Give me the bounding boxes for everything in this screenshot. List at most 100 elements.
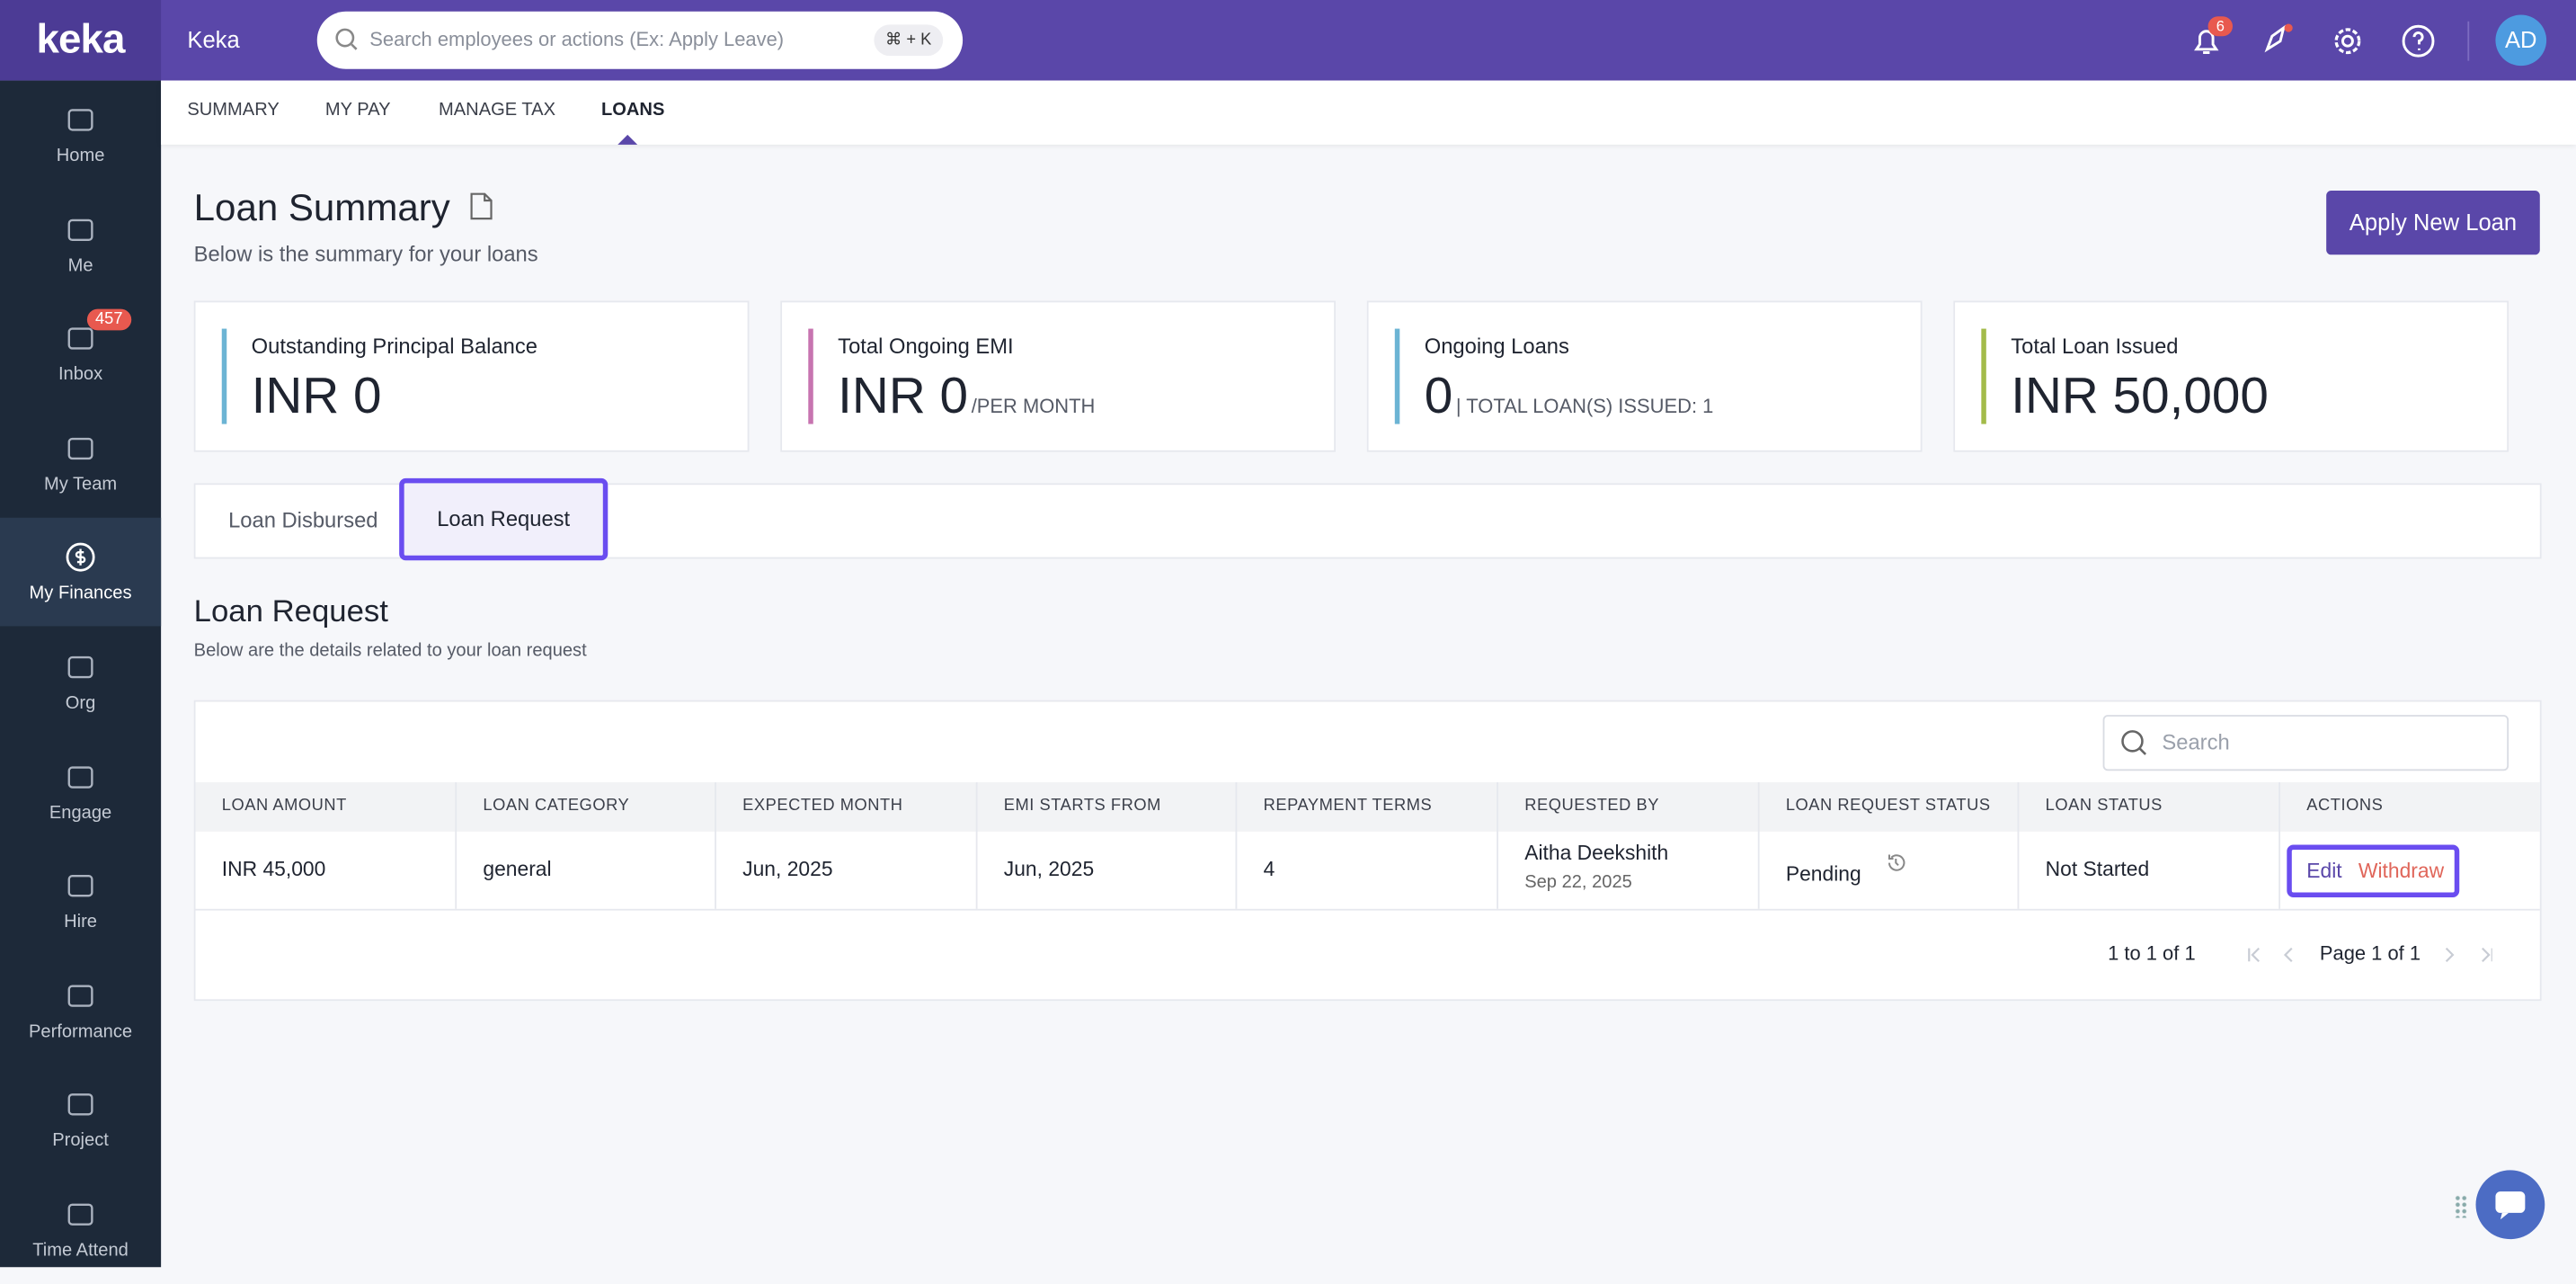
table-cell: general: [483, 858, 552, 881]
org-name: Keka: [187, 26, 240, 53]
sidebar-icon: [67, 655, 93, 679]
sidebar-icon: [67, 327, 93, 351]
column-header: REQUESTED BY: [1524, 797, 1660, 816]
card-value: 0: [1424, 366, 1453, 424]
sidebar-label: My Team: [43, 474, 118, 495]
subnav-tab[interactable]: SUMMARY: [187, 100, 280, 120]
column-divider: [715, 782, 716, 909]
sidebar-icon: [67, 765, 93, 788]
action-link[interactable]: Edit: [2306, 859, 2342, 883]
sidebar-icon: [67, 218, 93, 241]
rocket-icon[interactable]: [2257, 23, 2293, 59]
requester-name: Aitha Deekshith: [1524, 841, 1669, 865]
pagination-controls: [2248, 947, 2492, 963]
sidebar-label: Me: [67, 255, 93, 276]
tab[interactable]: Loan Request: [399, 477, 608, 561]
card-suffix: /PER MONTH: [971, 394, 1096, 418]
card-value: INR 0: [838, 366, 969, 424]
column-header: REPAYMENT TERMS: [1263, 797, 1433, 816]
table-cell: INR 45,000: [221, 858, 326, 881]
column-divider: [2017, 782, 2020, 909]
card-value: INR 50,000: [2011, 366, 2269, 424]
sidebar-label: Performance: [28, 1021, 133, 1042]
row-divider: [195, 908, 2540, 911]
sidebar-item[interactable]: Performance: [0, 956, 161, 1065]
notification-badge: 6: [2207, 16, 2234, 37]
sidebar-item[interactable]: Time Attend: [0, 1175, 161, 1284]
sidebar-item[interactable]: Home: [0, 81, 161, 190]
global-search[interactable]: Search employees or actions (Ex: Apply L…: [316, 11, 964, 69]
loan-request-table: Search LOAN AMOUNT LOAN CATEGORY EXPECTED …: [193, 700, 2542, 1002]
apply-new-loan-button[interactable]: Apply New Loan: [2326, 191, 2540, 255]
page-subtitle: Below is the summary for your loans: [193, 241, 538, 267]
card-value: INR 0: [251, 366, 382, 424]
card-accent: [1981, 328, 1986, 424]
sidebar-item[interactable]: Project: [0, 1066, 161, 1174]
sidebar-label: Engage: [49, 803, 112, 823]
column-divider: [1235, 782, 1238, 909]
logo[interactable]: keka: [0, 0, 162, 81]
chat-button[interactable]: [2475, 1170, 2545, 1240]
summary-card: Total Ongoing EMI INR 0/PER MONTH: [780, 300, 1337, 452]
sidebar-item[interactable]: Inbox 457: [0, 299, 161, 408]
pagination-page: Page 1 of 1: [2319, 941, 2421, 965]
subnav-tab[interactable]: LOANS: [600, 100, 665, 120]
card-label: Total Ongoing EMI: [838, 334, 1014, 359]
tab[interactable]: Loan Disbursed: [228, 507, 378, 533]
search-icon: [2121, 730, 2147, 755]
sidebar-item[interactable]: Me: [0, 190, 161, 299]
tabs: Loan Disbursed Loan Request: [193, 477, 2542, 561]
card-label: Total Loan Issued: [2011, 334, 2179, 359]
table-cell: 4: [1263, 858, 1275, 881]
request-status: Pending: [1786, 836, 1907, 914]
table-search[interactable]: Search: [2102, 715, 2509, 771]
drag-handle: [2454, 1194, 2468, 1218]
summary-card: Ongoing Loans 0 | TOTAL LOAN(S) ISSUED: 1: [1366, 300, 1923, 452]
sidebar-item[interactable]: My Team: [0, 409, 161, 518]
active-caret: [617, 134, 638, 145]
sidebar-icon: [67, 437, 93, 459]
subnav-tab[interactable]: MANAGE TAX: [439, 100, 555, 120]
shortcut-hint: ⌘ + K: [874, 24, 944, 57]
help-icon[interactable]: [2400, 23, 2436, 59]
column-header: LOAN AMOUNT: [221, 797, 347, 816]
sidebar-item[interactable]: Org: [0, 628, 161, 736]
card-value-row: INR 0/PER MONTH: [838, 367, 1095, 426]
sidebar-label: Home: [56, 146, 105, 166]
page-title: Loan Summary: [193, 185, 450, 229]
sidebar-icon: [67, 1203, 93, 1226]
sidebar-icon: [67, 109, 93, 131]
notifications-icon[interactable]: [2189, 23, 2225, 59]
table-cell: Jun, 2025: [742, 858, 833, 881]
action-link[interactable]: Withdraw: [2358, 859, 2445, 883]
card-value-row: 0 | TOTAL LOAN(S) ISSUED: 1: [1425, 367, 1714, 426]
subnav-tab[interactable]: MY PAY: [324, 100, 391, 120]
sidebar-icon: [67, 985, 93, 1007]
sidebar-item[interactable]: Engage: [0, 737, 161, 846]
status-text: Pending: [1785, 862, 1861, 887]
row-actions: Edit Withdraw: [2287, 844, 2460, 897]
sidebar-badge: 457: [86, 308, 131, 331]
sidebar-item[interactable]: Hire: [0, 847, 161, 956]
sidebar-item[interactable]: My Finances: [0, 518, 162, 628]
divider: [2467, 21, 2470, 61]
column-divider: [2278, 782, 2281, 909]
sidebar-icon: [66, 543, 95, 573]
column-divider: [1497, 782, 1498, 909]
card-value-row: INR 0: [252, 367, 382, 426]
card-label: Outstanding Principal Balance: [251, 334, 538, 359]
summary-card: Outstanding Principal Balance INR 0: [193, 300, 750, 452]
settings-icon[interactable]: [2330, 23, 2366, 59]
card-suffix: | TOTAL LOAN(S) ISSUED: 1: [1455, 394, 1714, 418]
doc-icon[interactable]: [470, 192, 493, 220]
sidebar: Home Me Inbox 457 My Team My Finances Org Engag…: [0, 80, 162, 1268]
column-header: LOAN REQUEST STATUS: [1785, 797, 1991, 816]
history-icon[interactable]: [1884, 852, 1907, 875]
sidebar-label: Hire: [64, 912, 97, 932]
avatar[interactable]: AD: [2495, 14, 2547, 67]
sidebar-label: My Finances: [29, 584, 132, 604]
column-header: LOAN STATUS: [2045, 797, 2163, 816]
column-header: ACTIONS: [2306, 797, 2384, 816]
